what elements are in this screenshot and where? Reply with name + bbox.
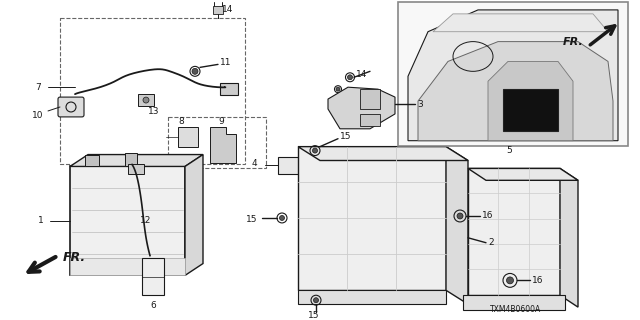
Bar — [125, 153, 137, 166]
Polygon shape — [328, 87, 395, 129]
Text: 15: 15 — [246, 215, 257, 224]
Polygon shape — [70, 155, 203, 166]
Circle shape — [506, 277, 513, 284]
Text: 1: 1 — [38, 216, 44, 225]
Text: 14: 14 — [356, 70, 367, 79]
Circle shape — [143, 97, 149, 103]
Bar — [463, 295, 565, 310]
Polygon shape — [185, 155, 203, 276]
Text: 16: 16 — [482, 212, 493, 220]
Text: 11: 11 — [220, 58, 232, 67]
Polygon shape — [468, 168, 578, 180]
Text: TXM4B0600A: TXM4B0600A — [490, 305, 541, 314]
Bar — [70, 258, 185, 276]
Polygon shape — [210, 127, 236, 164]
Bar — [278, 156, 313, 174]
Bar — [503, 89, 558, 131]
Circle shape — [280, 215, 285, 220]
Circle shape — [336, 87, 340, 91]
Text: 13: 13 — [148, 108, 159, 116]
Text: 8: 8 — [178, 117, 184, 126]
Bar — [220, 83, 238, 95]
Bar — [178, 127, 198, 147]
Polygon shape — [408, 10, 618, 141]
Bar — [138, 94, 154, 106]
Polygon shape — [298, 147, 468, 161]
Polygon shape — [560, 168, 578, 307]
Bar — [85, 155, 99, 166]
Text: 10: 10 — [32, 111, 44, 120]
Text: FR.: FR. — [63, 251, 86, 264]
Circle shape — [192, 68, 198, 74]
Bar — [360, 89, 380, 109]
Circle shape — [312, 148, 317, 153]
Text: 15: 15 — [308, 310, 319, 320]
Bar — [70, 166, 185, 276]
Circle shape — [314, 298, 319, 303]
Text: 12: 12 — [140, 216, 152, 225]
Text: 15: 15 — [340, 132, 351, 141]
Text: 4: 4 — [252, 159, 258, 168]
Text: 3: 3 — [417, 100, 423, 108]
Bar — [213, 6, 223, 14]
Polygon shape — [446, 147, 468, 304]
Polygon shape — [433, 14, 608, 32]
Text: 14: 14 — [222, 5, 234, 14]
Text: 7: 7 — [35, 83, 41, 92]
Polygon shape — [418, 42, 613, 141]
Bar — [298, 147, 446, 290]
Text: 6: 6 — [150, 301, 156, 310]
FancyBboxPatch shape — [58, 97, 84, 117]
Text: 9: 9 — [218, 117, 224, 126]
Bar — [168, 117, 266, 168]
Text: 5: 5 — [506, 146, 512, 155]
Bar — [128, 164, 144, 174]
Bar — [298, 290, 446, 304]
Polygon shape — [488, 61, 573, 141]
Bar — [142, 258, 164, 295]
Text: FR.: FR. — [563, 36, 584, 47]
Circle shape — [457, 213, 463, 219]
Text: 16: 16 — [532, 276, 543, 285]
Bar — [360, 114, 380, 126]
Bar — [398, 2, 628, 146]
Text: 2: 2 — [488, 238, 493, 247]
Bar — [468, 168, 560, 295]
Bar — [60, 18, 245, 164]
Circle shape — [348, 75, 353, 80]
